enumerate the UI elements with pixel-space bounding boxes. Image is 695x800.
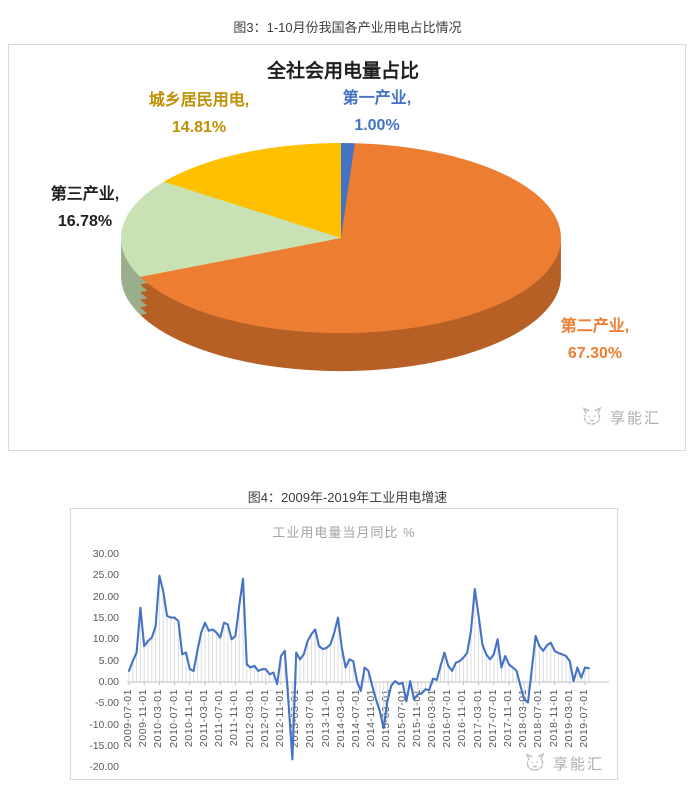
y-tick-label: 15.00 xyxy=(92,612,119,624)
y-tick-label: -5.00 xyxy=(95,697,119,710)
line-chart-title: 工业用电量当月同比 % xyxy=(272,525,416,540)
pie-label-value: 67.30% xyxy=(567,345,623,362)
cat-logo-icon xyxy=(525,752,545,771)
pie-chart-title: 全社会用电量占比 xyxy=(266,61,419,82)
pie-label-value: 16.78% xyxy=(57,213,113,230)
series-line xyxy=(127,574,590,761)
y-tick-label: -10.00 xyxy=(89,718,119,731)
pie-label-text: 城乡居民用电, xyxy=(148,92,250,109)
y-tick-label: 10.00 xyxy=(92,633,119,646)
pie-label-text: 第一产业, xyxy=(342,90,412,107)
pie-label-second-industry: 第二产业, 67.30% xyxy=(515,313,675,367)
watermark: 享能汇 xyxy=(523,752,604,774)
y-tick-label: -15.00 xyxy=(89,740,119,752)
pie-label-text: 第二产业, xyxy=(560,318,630,335)
watermark-text: 享能汇 xyxy=(552,755,604,773)
pie-label-text: 第三产业, xyxy=(50,186,120,203)
y-tick-label: 0.00 xyxy=(98,676,119,688)
pie-top-surface xyxy=(121,143,561,334)
figure4-caption: 图4：2009年-2019年工业用电增速 xyxy=(247,490,448,505)
figure4-line-panel: 工业用电量当月同比 % 2009-07-01 2009-11-01 2010-03-… xyxy=(70,508,618,780)
pie-label-third-industry: 第三产业, 16.78% xyxy=(7,181,163,235)
y-tick-label: 25.00 xyxy=(92,569,119,582)
figure3-pie-panel: 全社会用电量占比 第一产业, 1.00% 第二产业, 67.30% 第三产业, … xyxy=(8,44,686,451)
y-tick-label: 5.00 xyxy=(98,654,119,667)
figure3-caption: 图3：1-10月份我国各产业用电占比情况 xyxy=(233,20,462,35)
watermark-text: 享能汇 xyxy=(609,409,661,427)
y-tick-label: 30.00 xyxy=(92,548,119,560)
pie-label-value: 14.81% xyxy=(171,119,227,136)
pie-label-first-industry: 第一产业, 1.00% xyxy=(297,85,457,139)
pie-chart xyxy=(121,143,561,372)
pie-label-residents: 城乡居民用电, 14.81% xyxy=(104,87,294,141)
line-chart-svg xyxy=(127,574,609,761)
y-tick-label: 20.00 xyxy=(92,590,119,603)
pie-label-value: 1.00% xyxy=(354,117,400,134)
y-tick-label: -20.00 xyxy=(89,761,119,774)
watermark: 享能汇 xyxy=(580,406,661,428)
line-chart-plot: 2009-07-01 2009-11-01 2010-03-01 2010-07-01… xyxy=(71,509,617,779)
cat-logo-icon xyxy=(582,406,602,425)
